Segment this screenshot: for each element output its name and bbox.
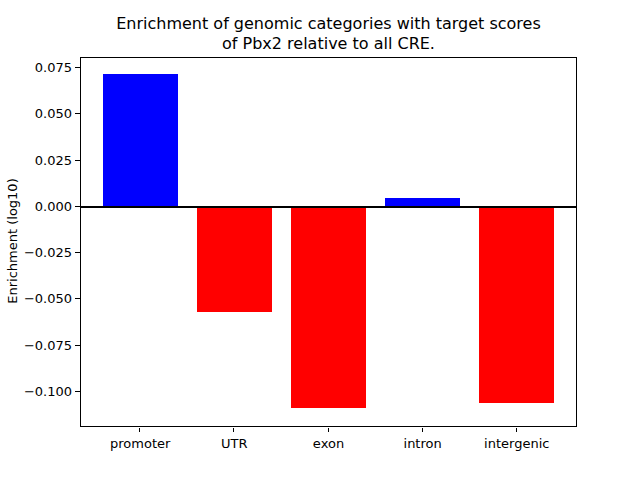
y-axis-label: Enrichment (log10) [5, 141, 21, 341]
x-tick-mark [233, 428, 234, 432]
y-tick-mark [75, 298, 80, 299]
x-tick-mark [139, 428, 140, 432]
chart-title-line1: Enrichment of genomic categories with ta… [80, 14, 577, 34]
chart-title-line2: of Pbx2 relative to all CRE. [80, 34, 577, 54]
x-tick-mark [516, 428, 517, 432]
y-tick-label: 0.000 [0, 198, 72, 216]
y-tick-mark [75, 67, 80, 68]
y-tick-mark [75, 252, 80, 253]
y-tick-mark [75, 160, 80, 161]
y-tick-label: 0.075 [0, 59, 72, 77]
y-tick-mark [75, 345, 80, 346]
y-tick-label: −0.100 [0, 383, 72, 401]
y-tick-mark [75, 206, 80, 207]
y-tick-label: −0.025 [0, 244, 72, 262]
y-tick-label: 0.025 [0, 152, 72, 170]
x-tick-mark [422, 428, 423, 432]
y-tick-label: −0.050 [0, 290, 72, 308]
figure: Enrichment of genomic categories with ta… [0, 0, 640, 480]
y-tick-label: 0.050 [0, 105, 72, 123]
x-tick-mark [328, 428, 329, 432]
y-tick-label: −0.075 [0, 337, 72, 355]
chart-title: Enrichment of genomic categories with ta… [80, 14, 577, 54]
y-tick-mark [75, 391, 80, 392]
plot-border [80, 57, 577, 427]
y-tick-mark [75, 113, 80, 114]
x-tick-label-intergenic: intergenic [457, 436, 577, 452]
